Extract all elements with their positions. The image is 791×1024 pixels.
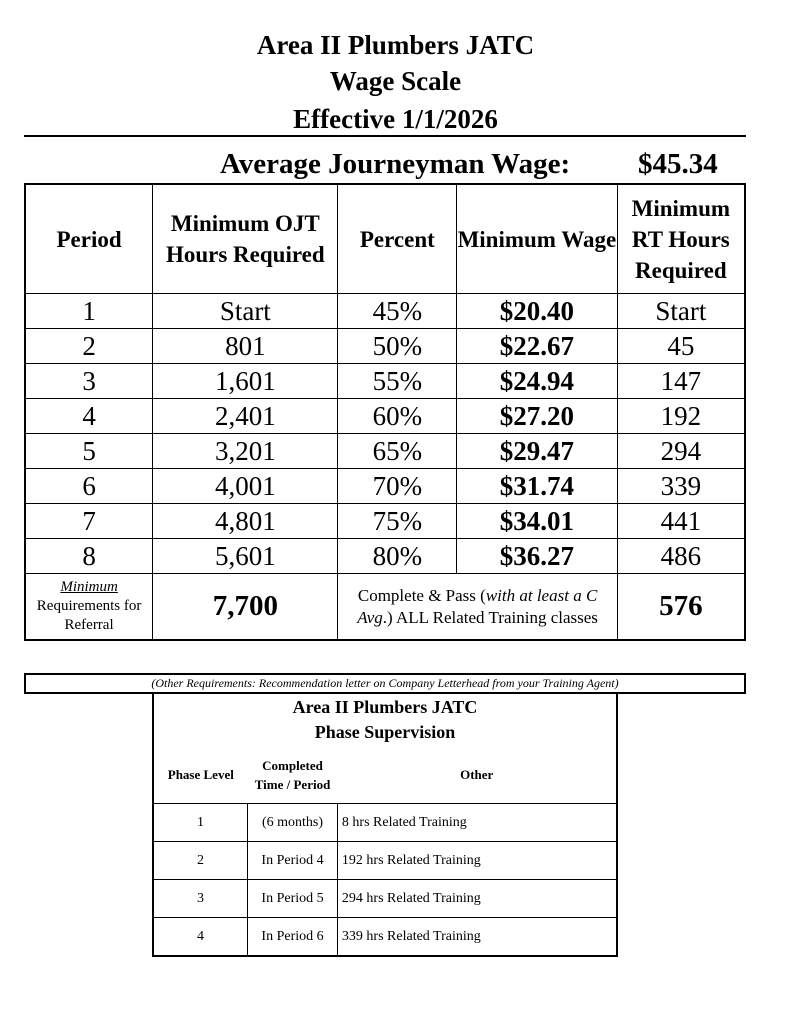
period-cell: 8 (24, 538, 154, 574)
period-cell: 3 (24, 363, 154, 399)
rt-hours-cell: Start (616, 293, 746, 329)
referral-label-rest: Requirements for Referral (36, 598, 142, 633)
percent-cell: 65% (337, 433, 458, 469)
wage-row: 8 5,601 80% $36.27 486 (24, 538, 746, 574)
phase-row: 1 (6 months) 8 hrs Related Training (152, 803, 618, 842)
phase-row: 4 In Period 6 339 hrs Related Training (152, 917, 618, 957)
minimum-wage-cell: $31.74 (456, 468, 618, 504)
percent-cell: 55% (337, 363, 458, 399)
minimum-wage-cell: $27.20 (456, 398, 618, 434)
period-cell: 2 (24, 328, 154, 364)
completed-period-cell: (6 months) (247, 803, 338, 842)
phase-title-2: Phase Supervision (314, 722, 456, 742)
percent-cell: 50% (337, 328, 458, 364)
title-line-1: Area II Plumbers JATC (256, 30, 535, 60)
ojt-hours-cell: 4,001 (152, 468, 339, 504)
phase-title-1: Area II Plumbers JATC (292, 697, 478, 717)
ojt-hours-cell: Start (152, 293, 339, 329)
header-cell: Percent (337, 183, 458, 294)
wage-row: 7 4,801 75% $34.01 441 (24, 503, 746, 539)
rt-hours-cell: 339 (616, 468, 746, 504)
minimum-wage-cell: $24.94 (456, 363, 618, 399)
completed-period-cell: In Period 6 (247, 917, 338, 957)
note-italic: with at least a C Avg (357, 585, 598, 627)
title-divider (24, 135, 746, 137)
header-cell: Period (24, 183, 154, 294)
header-cell: Phase Level (152, 746, 248, 804)
referral-label-minimum: Minimum (60, 579, 118, 595)
header-cell: Minimum Wage (456, 183, 618, 294)
rt-hours-cell: 486 (616, 538, 746, 574)
wage-row: 6 4,001 70% $31.74 339 (24, 468, 746, 504)
referral-label: Minimum Requirements for Referral (24, 573, 154, 641)
percent-cell: 70% (337, 468, 458, 504)
title-line-2: Wage Scale (329, 66, 462, 96)
phase-title: Area II Plumbers JATC Phase Supervision (152, 692, 618, 746)
wage-row: 3 1,601 55% $24.94 147 (24, 363, 746, 399)
phase-supervision-table: Area II Plumbers JATC Phase Supervision P… (152, 692, 618, 957)
period-cell: 5 (24, 433, 154, 469)
phase-level-cell: 2 (152, 841, 249, 880)
other-cell: 294 hrs Related Training (336, 879, 618, 918)
referral-row: Minimum Requirements for Referral 7,700 C… (24, 573, 746, 641)
rt-hours-cell: 45 (616, 328, 746, 364)
percent-cell: 60% (337, 398, 458, 434)
rt-hours-cell: 294 (616, 433, 746, 469)
phase-header: Phase Level Completed Time / Period Othe… (152, 746, 618, 804)
period-cell: 1 (24, 293, 154, 329)
note-part: .) ALL Related Training classes (382, 607, 598, 627)
header-cell: Other (337, 746, 618, 804)
percent-cell: 75% (337, 503, 458, 539)
ojt-hours-cell: 1,601 (152, 363, 339, 399)
wage-row: 1 Start 45% $20.40 Start (24, 293, 746, 329)
rt-hours-cell: 147 (616, 363, 746, 399)
average-wage-label: Average Journeyman Wage: (220, 148, 571, 180)
wage-row: 4 2,401 60% $27.20 192 (24, 398, 746, 434)
percent-cell: 80% (337, 538, 458, 574)
ojt-hours-cell: 2,401 (152, 398, 339, 434)
phase-row: 2 In Period 4 192 hrs Related Training (152, 841, 618, 880)
ojt-hours-cell: 5,601 (152, 538, 339, 574)
completed-period-cell: In Period 5 (247, 879, 338, 918)
percent-cell: 45% (337, 293, 458, 329)
other-cell: 8 hrs Related Training (336, 803, 618, 842)
minimum-wage-cell: $22.67 (456, 328, 618, 364)
referral-rt-hours: 576 (616, 573, 746, 641)
header-cell: Minimum OJT Hours Required (152, 183, 339, 294)
ojt-hours-cell: 4,801 (152, 503, 339, 539)
title-line-3: Effective 1/1/2026 (293, 104, 498, 134)
other-cell: 339 hrs Related Training (336, 917, 618, 957)
note-part: Complete & Pass ( (357, 585, 486, 605)
ojt-hours-cell: 3,201 (152, 433, 339, 469)
minimum-wage-cell: $29.47 (456, 433, 618, 469)
phase-level-cell: 3 (152, 879, 249, 918)
wage-row: 5 3,201 65% $29.47 294 (24, 433, 746, 469)
header-cell: Minimum RT Hours Required (616, 183, 746, 294)
rt-hours-cell: 441 (616, 503, 746, 539)
minimum-wage-cell: $36.27 (456, 538, 618, 574)
header-cell: Completed Time / Period (247, 746, 338, 804)
referral-ojt-hours: 7,700 (152, 573, 339, 641)
other-requirements: (Other Requirements: Recommendation lett… (24, 673, 746, 694)
period-cell: 4 (24, 398, 154, 434)
wage-row: 2 801 50% $22.67 45 (24, 328, 746, 364)
ojt-hours-cell: 801 (152, 328, 339, 364)
phase-level-cell: 1 (152, 803, 249, 842)
period-cell: 7 (24, 503, 154, 539)
rt-hours-cell: 192 (616, 398, 746, 434)
phase-level-cell: 4 (152, 917, 249, 957)
other-cell: 192 hrs Related Training (336, 841, 618, 880)
referral-note: Complete & Pass (with at least a C Avg.)… (337, 573, 618, 641)
wage-table: Period Minimum OJT Hours Required Percen… (24, 183, 746, 641)
minimum-wage-cell: $20.40 (456, 293, 618, 329)
average-wage-value: $45.34 (638, 148, 718, 180)
completed-period-cell: In Period 4 (247, 841, 338, 880)
period-cell: 6 (24, 468, 154, 504)
wage-table-header: Period Minimum OJT Hours Required Percen… (24, 183, 746, 294)
phase-row: 3 In Period 5 294 hrs Related Training (152, 879, 618, 918)
minimum-wage-cell: $34.01 (456, 503, 618, 539)
